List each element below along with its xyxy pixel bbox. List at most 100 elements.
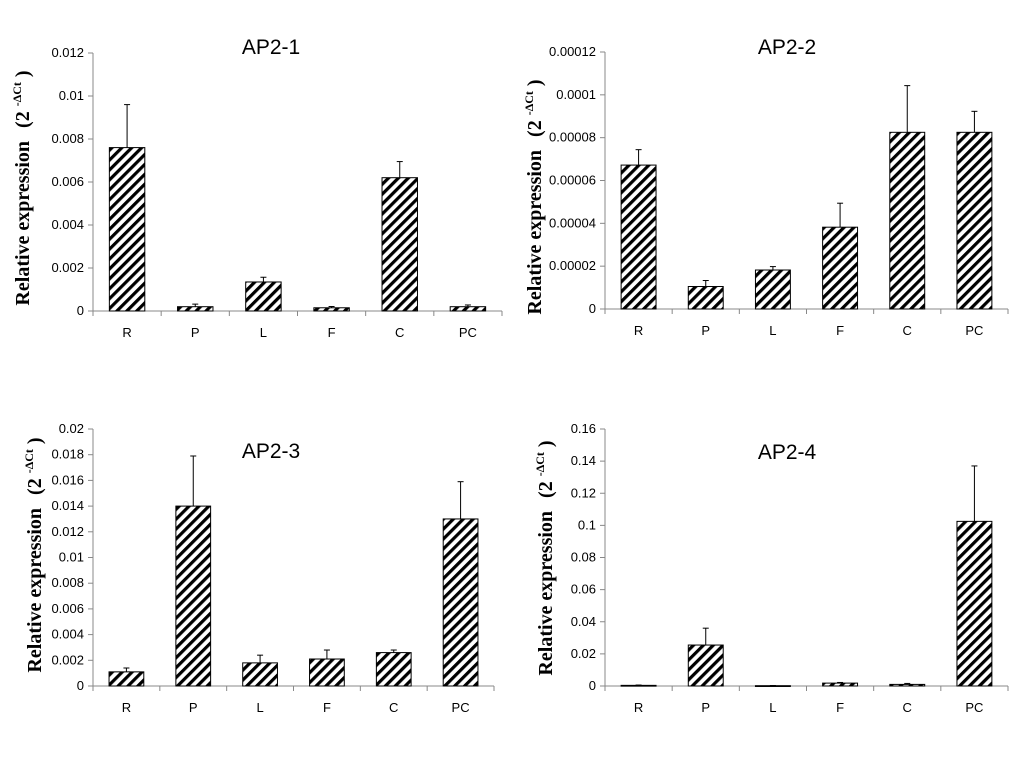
x-tick-label: L <box>769 700 776 715</box>
y-axis-unit: (2 <box>12 111 34 128</box>
bar <box>175 505 212 687</box>
chart-panel-ap2-2: AP2-2 Relative expression (2 -ΔCt ) 0 0.0… <box>516 36 1009 338</box>
x-tick-label: C <box>903 700 912 715</box>
y-axis-unit-exponent: -ΔCt <box>533 452 547 476</box>
y-tick-label: 0.01 <box>59 88 84 103</box>
bar <box>956 131 993 310</box>
x-tick-label: R <box>634 323 643 338</box>
y-tick-label: 0.014 <box>51 498 84 513</box>
x-tick-label: R <box>122 700 131 715</box>
x-tick-label: PC <box>965 700 983 715</box>
x-tick-label: PC <box>965 323 983 338</box>
y-axis-label-text: Relative expression <box>12 141 34 306</box>
y-axis-label-text: Relative expression <box>535 511 557 676</box>
bar <box>956 520 993 687</box>
bar <box>449 306 487 312</box>
y-tick-label: 0.008 <box>51 575 84 590</box>
bar <box>381 177 418 312</box>
bar <box>108 671 145 687</box>
y-tick-label: 0.012 <box>51 45 84 60</box>
bar <box>822 226 859 310</box>
x-tick-label: C <box>389 700 398 715</box>
x-tick-label: F <box>323 700 331 715</box>
bar <box>687 286 724 310</box>
y-tick-label: 0.1 <box>578 517 596 532</box>
y-axis-unit: (2 <box>535 481 557 498</box>
y-tick-label: 0.004 <box>51 627 84 642</box>
y-tick-label: 0.006 <box>51 601 84 616</box>
chart-panel-ap2-1: AP2-1 Relative expression (2 -ΔCt ) 0 0.0… <box>4 36 503 340</box>
y-tick-label: 0 <box>77 678 84 693</box>
y-tick-label: 0.016 <box>51 472 84 487</box>
y-tick-label: 0.00008 <box>549 130 596 145</box>
y-axis-label: Relative expression (2 -ΔCt ) <box>16 437 46 672</box>
bar <box>754 269 791 310</box>
bar <box>108 147 146 312</box>
x-tick-label: F <box>836 700 844 715</box>
y-axis-unit-close: ) <box>535 440 557 447</box>
y-tick-label: 0.02 <box>571 646 596 661</box>
y-tick-label: 0.0001 <box>556 87 596 102</box>
x-tick-label: R <box>122 325 131 340</box>
plot-area: 0 0.002 0.004 0.006 0.008 0.01 0.012 0.014 0.016… <box>51 421 495 715</box>
x-tick-label: F <box>836 323 844 338</box>
y-tick-label: 0.04 <box>571 614 596 629</box>
y-tick-label: 0 <box>589 678 596 693</box>
y-tick-label: 0.12 <box>571 485 596 500</box>
y-axis-unit-exponent: -ΔCt <box>22 449 36 473</box>
chart-panel-ap2-4: AP2-4 Relative expression (2 -ΔCt ) 0 0.0… <box>533 421 1009 715</box>
y-axis-unit: (2 <box>24 478 46 495</box>
bar <box>313 307 350 312</box>
y-tick-label: 0.08 <box>571 550 596 565</box>
x-tick-label: F <box>328 325 336 340</box>
plot-area: 0 0.02 0.04 0.06 0.08 0.1 0.12 0.14 0.16 R P L F C PC <box>571 421 1009 715</box>
x-tick-label: C <box>903 323 912 338</box>
y-tick-label: 0.00002 <box>549 258 596 273</box>
y-tick-label: 0.004 <box>51 217 84 232</box>
y-axis-label: Relative expression (2 -ΔCt ) <box>516 79 546 314</box>
y-tick-label: 0.01 <box>59 550 84 565</box>
y-tick-label: 0.00012 <box>549 44 596 59</box>
plot-area: 0 0.002 0.004 0.006 0.008 0.01 0.012 R P L F C PC <box>51 45 503 340</box>
y-tick-label: 0.006 <box>51 174 84 189</box>
y-axis-label-text: Relative expression <box>24 508 46 673</box>
y-axis-label: Relative expression (2 -ΔCt ) <box>4 70 34 305</box>
y-tick-label: 0.16 <box>571 421 596 436</box>
bar <box>245 281 282 312</box>
x-tick-label: P <box>191 325 200 340</box>
x-tick-label: PC <box>452 700 470 715</box>
x-tick-label: L <box>256 700 263 715</box>
x-tick-label: PC <box>459 325 477 340</box>
bar <box>177 306 214 312</box>
bar <box>442 518 479 687</box>
bar <box>309 658 345 687</box>
bar <box>822 682 859 687</box>
plot-area: 0 0.00002 0.00004 0.00006 0.00008 0.0001 0.000… <box>549 44 1009 338</box>
bar <box>889 131 926 310</box>
y-axis-label-text: Relative expression <box>524 150 546 315</box>
y-tick-label: 0.012 <box>51 524 84 539</box>
chart-title: AP2-3 <box>242 440 300 463</box>
chart-title: AP2-4 <box>758 441 817 464</box>
chart-title: AP2-1 <box>242 36 300 59</box>
x-tick-label: P <box>701 700 710 715</box>
y-tick-label: 0 <box>589 301 596 316</box>
y-tick-label: 0.002 <box>51 652 84 667</box>
y-tick-label: 0.008 <box>51 131 84 146</box>
y-axis-unit-exponent: -ΔCt <box>10 82 24 106</box>
y-tick-label: 0.00004 <box>549 215 596 230</box>
x-tick-label: C <box>395 325 404 340</box>
x-tick-label: L <box>769 323 776 338</box>
y-tick-label: 0 <box>77 303 84 318</box>
y-axis-unit-close: ) <box>24 437 46 444</box>
bar <box>889 683 926 687</box>
bar <box>242 662 278 687</box>
x-tick-label: R <box>634 700 643 715</box>
x-tick-label: P <box>189 700 198 715</box>
bar <box>687 644 724 687</box>
chart-panel-ap2-3: AP2-3 Relative expression (2 -ΔCt ) 0 0.0… <box>16 421 495 715</box>
y-axis-unit-close: ) <box>12 70 34 77</box>
bar <box>620 164 657 310</box>
y-axis-unit-exponent: -ΔCt <box>522 91 536 115</box>
